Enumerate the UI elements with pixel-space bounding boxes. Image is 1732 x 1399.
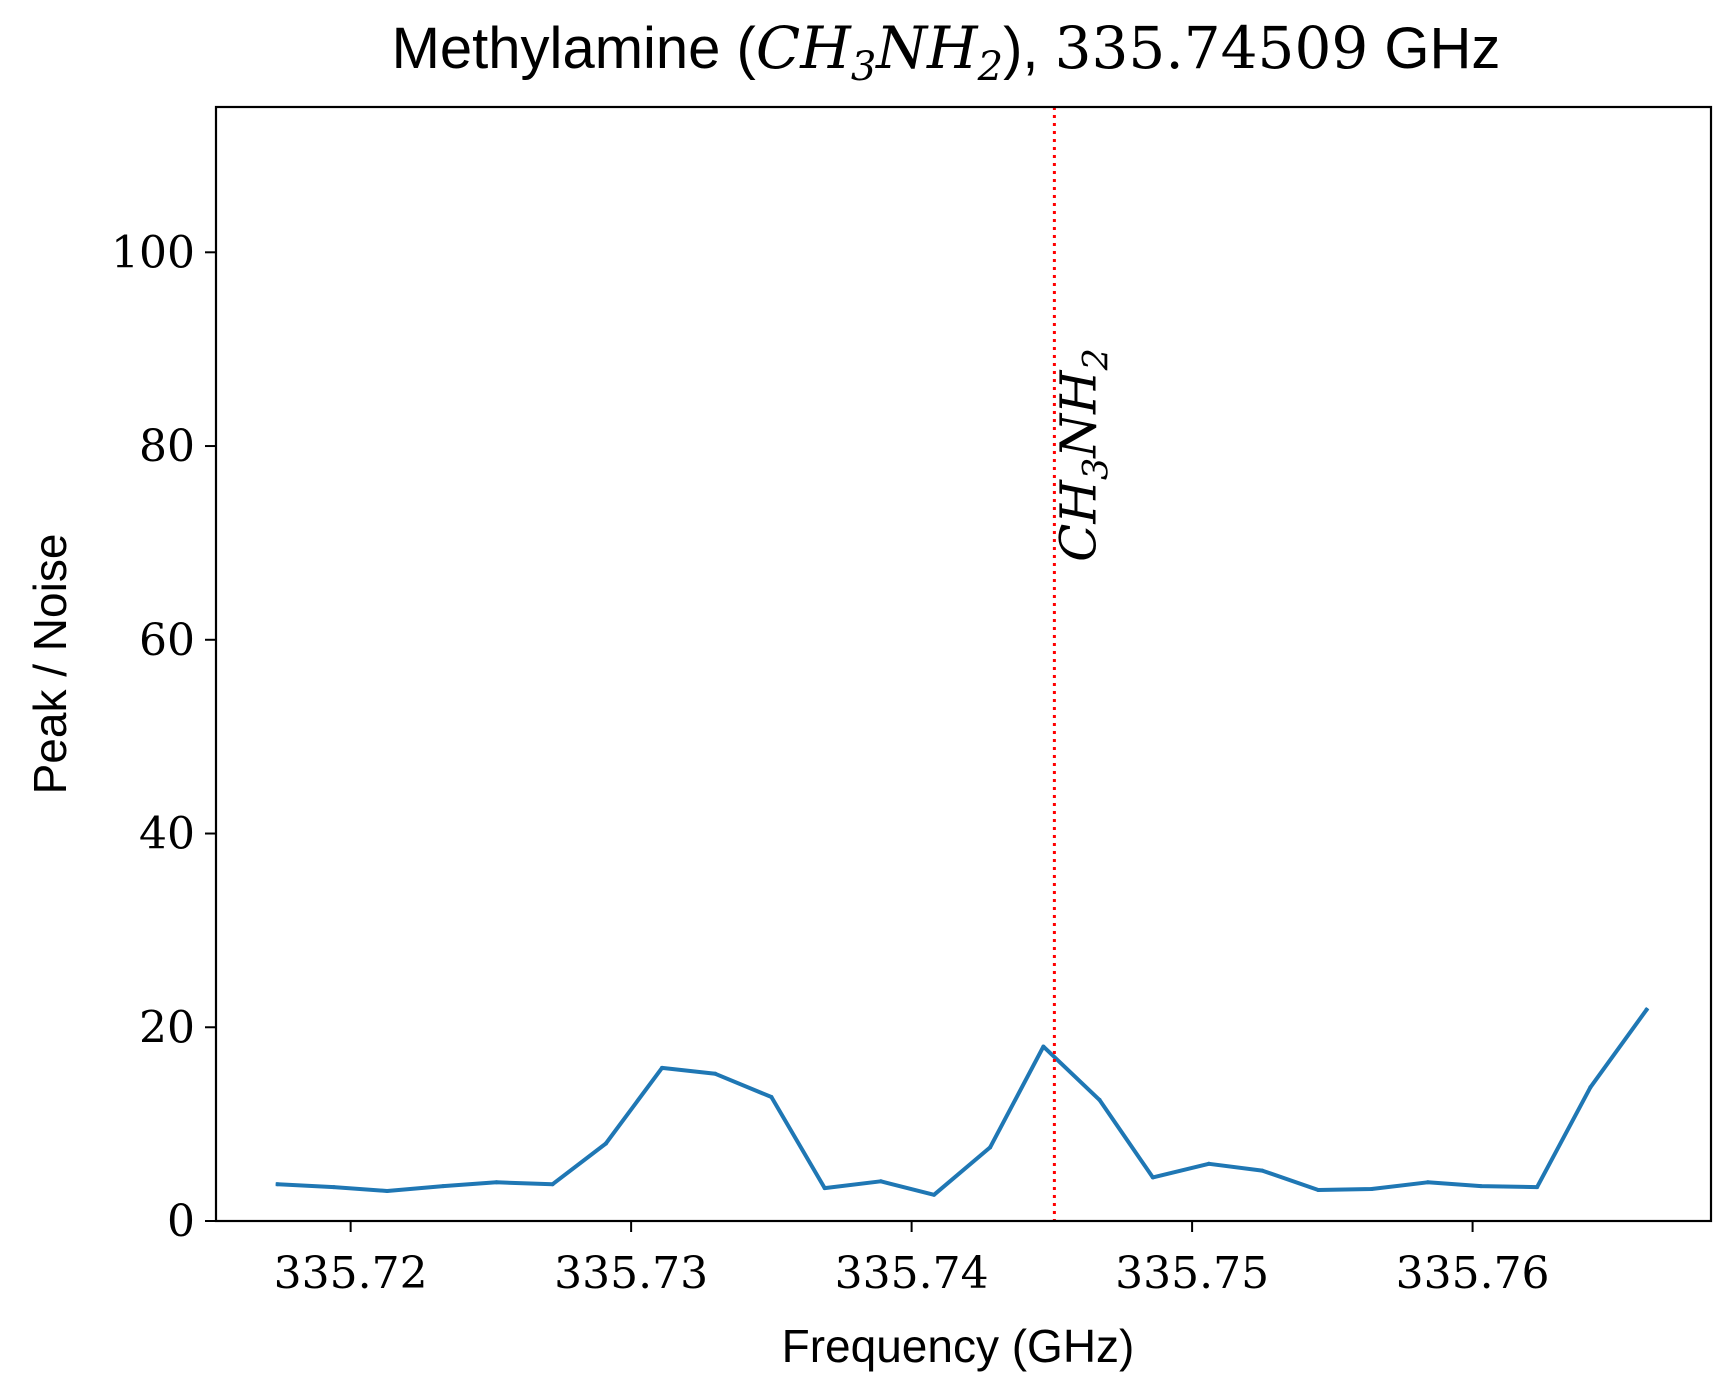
title-species-nh: NH — [874, 14, 979, 82]
y-tick-label: 100 — [111, 227, 195, 278]
data-point — [932, 1192, 936, 1197]
series-layer — [275, 1007, 1650, 1197]
title-species-sub2: 2 — [977, 44, 1003, 90]
data-point — [1097, 1097, 1102, 1102]
y-tick-label: 0 — [167, 1196, 195, 1247]
x-axis-label: Frequency (GHz) — [782, 1320, 1135, 1372]
marker-label-part: 3 — [1076, 458, 1116, 480]
data-point — [1316, 1188, 1321, 1192]
x-axis-ticks: 335.72 335.73 335.74 335.75 335.76 — [274, 1221, 1550, 1299]
data-point — [988, 1145, 993, 1150]
data-point — [275, 1182, 280, 1187]
data-point — [1479, 1184, 1483, 1189]
title-unit: GHz — [1368, 16, 1500, 81]
marker-label-part: NH — [1049, 369, 1107, 459]
spectrum-line — [275, 1007, 1650, 1197]
data-point — [1535, 1185, 1540, 1190]
data-point — [878, 1179, 883, 1184]
data-point — [1369, 1187, 1374, 1191]
data-point — [1041, 1044, 1046, 1049]
data-point — [1260, 1168, 1265, 1173]
y-tick-label: 40 — [139, 809, 195, 860]
axes-frame — [214, 105, 1713, 1223]
chart-title: Methylamine (CH3NH2), 335.74509 GHz — [392, 14, 1501, 90]
data-point — [713, 1071, 718, 1076]
x-tick-label: 335.76 — [1396, 1248, 1550, 1299]
data-point — [1206, 1161, 1211, 1166]
title-prefix: Methylamine ( — [392, 16, 756, 81]
data-point — [550, 1182, 555, 1187]
data-point — [1588, 1085, 1593, 1090]
data-point — [660, 1065, 664, 1070]
data-point — [603, 1141, 608, 1146]
data-point — [331, 1185, 336, 1190]
x-tick-label: 335.75 — [1115, 1248, 1269, 1299]
data-point — [1425, 1180, 1430, 1185]
plot-area: 335.72 335.73 335.74 335.75 335.76 0 20 40 60 80… — [111, 105, 1713, 1299]
marker-label: CH3NH2 — [1049, 348, 1116, 562]
data-point — [822, 1186, 827, 1191]
data-point — [769, 1095, 774, 1099]
data-point — [494, 1180, 499, 1185]
y-tick-label: 80 — [139, 421, 195, 472]
marker-layer: CH3NH2 — [1049, 107, 1116, 1221]
x-tick-label: 335.74 — [835, 1248, 989, 1299]
title-species-sub1: 3 — [851, 44, 876, 90]
y-tick-label: 20 — [139, 1002, 195, 1053]
y-axis-ticks: 0 20 40 60 80 100 — [111, 227, 216, 1247]
marker-label-part: CH — [1049, 479, 1107, 562]
data-point — [385, 1189, 390, 1193]
data-point — [441, 1184, 446, 1189]
marker-label-part: 2 — [1076, 348, 1116, 371]
x-tick-label: 335.72 — [274, 1248, 428, 1299]
title-species-ch: CH — [756, 14, 852, 82]
x-tick-label: 335.73 — [554, 1248, 708, 1299]
y-tick-label: 60 — [139, 615, 195, 666]
data-point — [1644, 1007, 1649, 1012]
data-point — [1150, 1175, 1155, 1180]
title-suffix: ), — [1003, 16, 1055, 81]
y-axis-label: Peak / Noise — [24, 534, 76, 795]
title-frequency: 335.74509 — [1055, 14, 1369, 82]
